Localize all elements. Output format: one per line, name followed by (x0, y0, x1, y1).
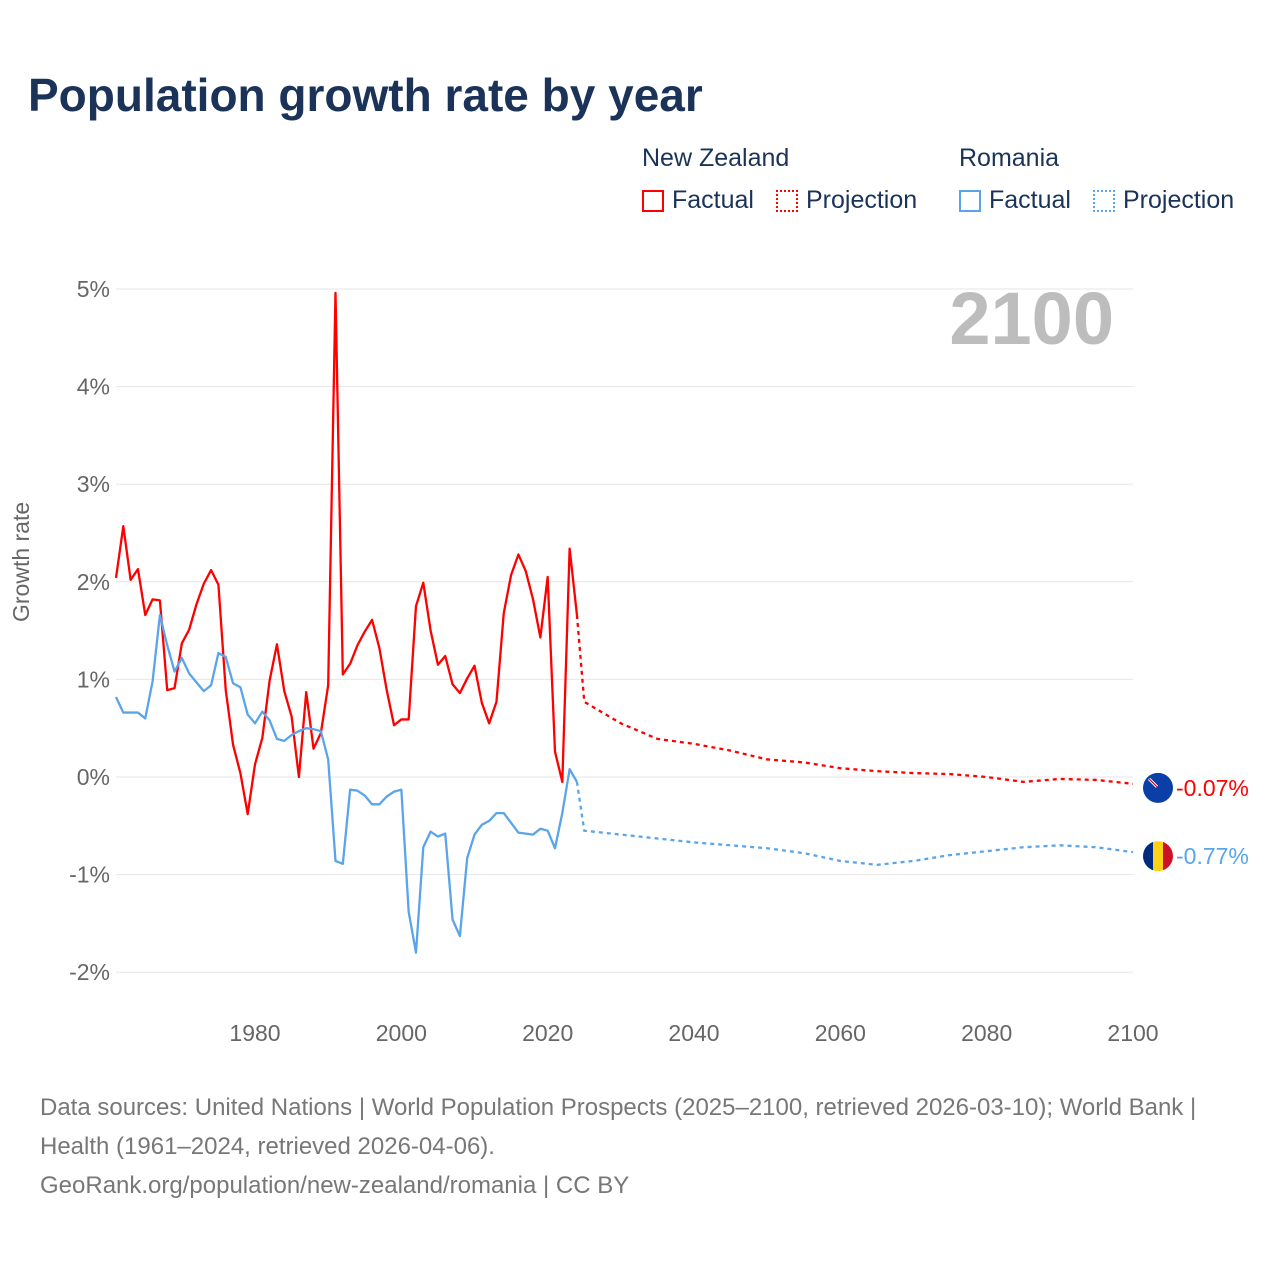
legend-swatch-dotted (1093, 189, 1115, 212)
legend-ro-projection[interactable]: Projection (1093, 186, 1234, 215)
y-tick-label: 4% (77, 374, 110, 400)
romania-flag-stripe (1163, 841, 1173, 872)
current-year-label: 2100 (949, 277, 1114, 360)
romania-flag-stripe (1153, 841, 1163, 872)
flag-union-jack (1148, 778, 1158, 788)
y-tick-label: 3% (77, 471, 110, 497)
romania-flag-stripe (1143, 841, 1153, 872)
legend-swatch-solid (959, 189, 981, 212)
x-tick-label: 2100 (1107, 1020, 1158, 1046)
y-tick-label: -2% (69, 959, 110, 985)
footer: Data sources: United Nations | World Pop… (40, 1088, 1240, 1205)
legend-label: Projection (806, 186, 918, 214)
legend-ro-factual[interactable]: Factual (959, 186, 1071, 215)
chart-title: Population growth rate by year (28, 69, 703, 121)
y-tick-label: 5% (77, 276, 110, 302)
y-tick-label: -1% (69, 862, 110, 888)
source-link[interactable]: GeoRank.org/population/new-zealand/roman… (40, 1172, 630, 1199)
new-zealand-flag-icon (1143, 772, 1173, 803)
legend-label: Factual (989, 186, 1071, 214)
legend-label: Projection (1123, 186, 1235, 214)
y-tick-label: 1% (77, 666, 110, 692)
x-tick-label: 2060 (815, 1020, 866, 1046)
end-value-label-new-zealand: -0.07% (1176, 775, 1249, 801)
x-tick-label: 2080 (961, 1020, 1012, 1046)
x-tick-label: 2040 (668, 1020, 719, 1046)
series-romania-projection (575, 781, 1134, 866)
series-romania-factual (114, 613, 578, 954)
legend-swatch-solid (642, 189, 664, 212)
legend-group-romania: Romania (959, 144, 1060, 172)
series-new-zealand-factual (114, 291, 579, 816)
legend-label: Factual (672, 186, 754, 214)
series-new-zealand-projection (575, 614, 1134, 785)
legend-group-new-zealand: New Zealand (642, 144, 790, 172)
legend-nz-projection[interactable]: Projection (776, 186, 917, 215)
y-tick-label: 0% (77, 764, 110, 790)
y-axis-label: Growth rate (8, 501, 34, 622)
end-value-label-romania: -0.77% (1176, 843, 1249, 869)
data-sources: Data sources: United Nations | World Pop… (40, 1094, 1197, 1160)
x-tick-label: 2020 (522, 1020, 573, 1046)
y-tick-label: 2% (77, 569, 110, 595)
x-tick-label: 2000 (376, 1020, 427, 1046)
legend-nz-factual[interactable]: Factual (642, 186, 754, 215)
x-tick-label: 1980 (229, 1020, 280, 1046)
legend-swatch-dotted (776, 189, 798, 212)
